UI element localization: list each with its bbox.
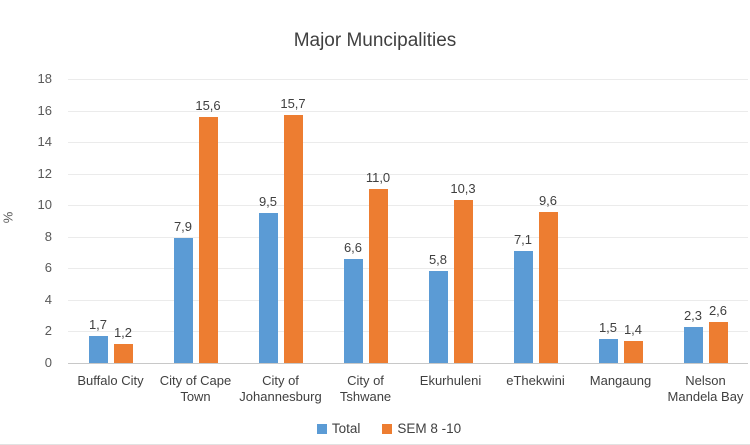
bar-sem-8-10-buffalo-city: [113, 344, 133, 363]
bar-sem-8-10-nelson-mandela-bay: [708, 321, 728, 363]
gridline-12: [68, 173, 748, 175]
data-label-total-city-of-cape-town: 7,9: [173, 219, 193, 235]
gridline-2: [68, 331, 748, 333]
bar-total-city-of-johannesburg: [258, 213, 278, 363]
x-category-label-city-of-johannesburg: City of Johannesburg: [239, 373, 322, 404]
bar-total-city-of-tshwane: [343, 258, 363, 363]
bar-total-city-of-cape-town: [173, 238, 193, 363]
x-category-label-ekurhuleni: Ekurhuleni: [419, 373, 482, 388]
data-label-sem-8-10-city-of-tshwane: 11,0: [365, 170, 391, 186]
bar-total-ekurhuleni: [428, 271, 448, 363]
legend-swatch-total: [316, 423, 327, 434]
y-tick-label-10: 10: [37, 197, 52, 213]
data-label-total-city-of-tshwane: 6,6: [343, 239, 363, 255]
y-tick-label-2: 2: [44, 323, 52, 339]
gridline-18: [68, 79, 748, 80]
chart-title: Major Muncipalities: [293, 30, 457, 51]
data-label-total-ethekwini: 7,1: [513, 231, 533, 247]
bar-total-mangaung: [598, 339, 618, 363]
gridline-14: [68, 142, 748, 144]
legend-swatch-sem-8-10: [382, 423, 393, 434]
plot-area: 1,7 1,2 7,9 15,6 9,5 15,7 6,6 11,0 5,8 10,3 7,1 9,6…: [68, 79, 748, 364]
data-label-sem-8-10-city-of-johannesburg: 15,7: [280, 96, 306, 112]
data-label-sem-8-10-mangaung: 1,4: [623, 321, 643, 337]
x-axis-line: [68, 363, 748, 364]
gridline-16: [68, 110, 748, 112]
gridline-4: [68, 299, 748, 301]
legend: Total SEM 8 -10: [0, 421, 750, 436]
data-label-total-city-of-johannesburg: 9,5: [258, 194, 278, 210]
bar-sem-8-10-ethekwini: [538, 211, 558, 363]
x-category-label-city-of-tshwane: City of Tshwane: [339, 373, 392, 404]
x-category-label-mangaung: Mangaung: [589, 373, 652, 388]
legend-item-total: Total: [316, 421, 361, 436]
bar-total-buffalo-city: [88, 336, 108, 363]
y-tick-label-14: 14: [37, 134, 52, 150]
bar-total-ethekwini: [513, 250, 533, 363]
gridline-6: [68, 268, 748, 270]
y-tick-label-18: 18: [37, 71, 52, 86]
bar-sem-8-10-city-of-johannesburg: [283, 115, 303, 363]
y-axis-title: %: [0, 211, 16, 224]
data-label-total-buffalo-city: 1,7: [88, 317, 108, 333]
gridline-8: [68, 236, 748, 238]
y-tick-label-8: 8: [44, 228, 52, 244]
legend-item-sem-8-10: SEM 8 -10: [382, 421, 461, 436]
data-label-sem-8-10-ethekwini: 9,6: [538, 192, 558, 208]
x-category-label-ethekwini: eThekwini: [506, 373, 565, 388]
data-label-total-ekurhuleni: 5,8: [428, 252, 448, 268]
data-label-sem-8-10-city-of-cape-town: 15,6: [195, 97, 221, 113]
legend-label-sem-8-10: SEM 8 -10: [397, 421, 462, 436]
bar-sem-8-10-city-of-cape-town: [198, 116, 218, 363]
bar-total-nelson-mandela-bay: [683, 326, 703, 363]
x-category-label-nelson-mandela-bay: Nelson Mandela Bay: [667, 373, 744, 404]
y-tick-label-4: 4: [44, 291, 52, 307]
bar-sem-8-10-city-of-tshwane: [368, 189, 388, 363]
y-tick-label-16: 16: [37, 102, 52, 118]
y-tick-label-6: 6: [44, 260, 52, 276]
x-category-label-city-of-cape-town: City of Cape Town: [159, 373, 232, 404]
data-label-total-mangaung: 1,5: [598, 320, 618, 336]
data-label-sem-8-10-ekurhuleni: 10,3: [450, 181, 476, 197]
data-label-sem-8-10-buffalo-city: 1,2: [113, 325, 133, 341]
gridline-10: [68, 205, 748, 207]
y-tick-label-0: 0: [44, 355, 52, 370]
data-label-sem-8-10-nelson-mandela-bay: 2,6: [708, 302, 728, 318]
legend-label-total: Total: [331, 421, 361, 436]
data-label-total-nelson-mandela-bay: 2,3: [683, 307, 703, 323]
bar-sem-8-10-mangaung: [623, 340, 643, 363]
bar-sem-8-10-ekurhuleni: [453, 200, 473, 363]
x-category-label-buffalo-city: Buffalo City: [77, 373, 144, 388]
y-tick-label-12: 12: [37, 165, 52, 181]
